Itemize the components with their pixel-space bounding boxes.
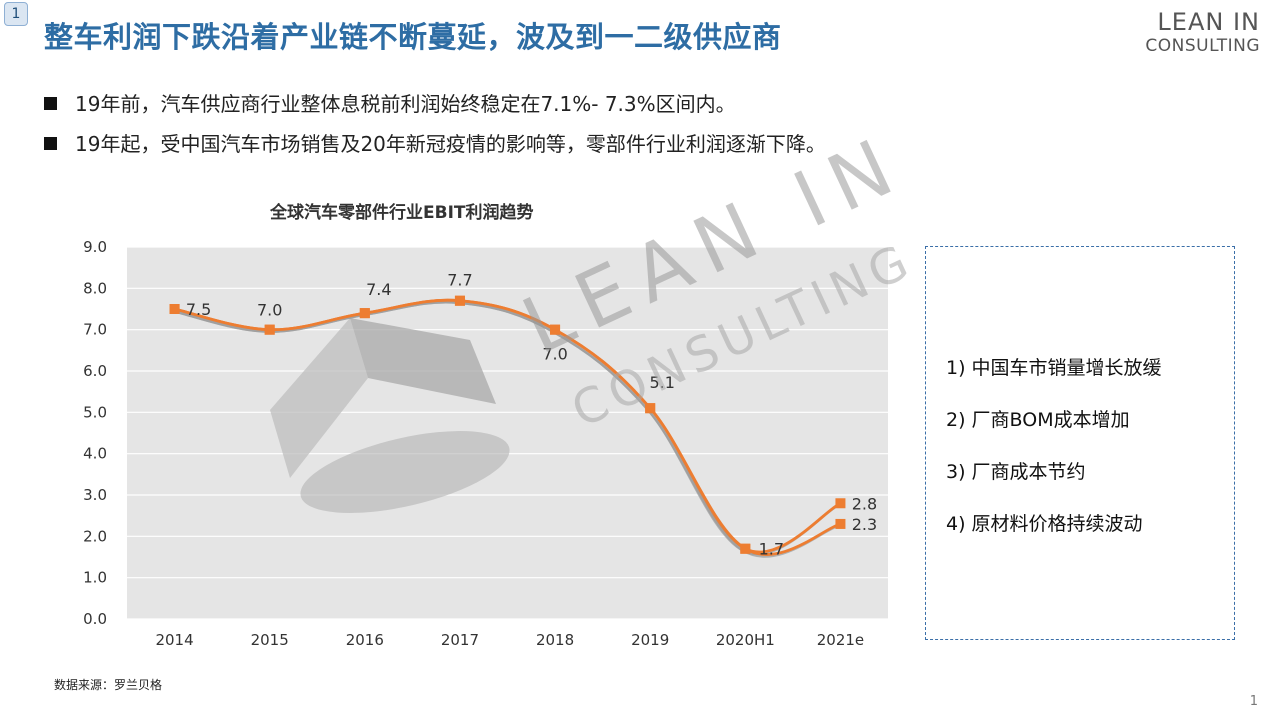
y-tick-label: 2.0 bbox=[83, 527, 107, 545]
factor-item: 2) 厂商BOM成本增加 bbox=[946, 409, 1130, 431]
data-label: 2.8 bbox=[852, 494, 877, 513]
x-tick-label: 2020H1 bbox=[716, 631, 775, 649]
y-tick-label: 1.0 bbox=[83, 569, 107, 587]
logo-line-1: LEAN IN bbox=[1157, 8, 1260, 36]
x-tick-label: 2019 bbox=[631, 631, 669, 649]
bullet-text: 19年起，受中国汽车市场销售及20年新冠疫情的影响等，零部件行业利润逐渐下降。 bbox=[75, 132, 826, 156]
logo-line-2: CONSULTING bbox=[1145, 36, 1260, 56]
page-number: 1 bbox=[1249, 694, 1258, 709]
factors-box: 1) 中国车市销量增长放缓 2) 厂商BOM成本增加 3) 厂商成本节约 4) … bbox=[925, 246, 1235, 640]
y-tick-label: 9.0 bbox=[83, 238, 107, 256]
data-label: 5.1 bbox=[649, 373, 674, 392]
data-point bbox=[645, 403, 656, 414]
y-tick-label: 5.0 bbox=[83, 403, 107, 421]
data-point bbox=[740, 543, 751, 554]
series-line bbox=[174, 298, 841, 556]
bullet-square-icon bbox=[44, 137, 57, 150]
data-point bbox=[264, 324, 275, 335]
series-line-shadow bbox=[172, 300, 839, 558]
y-tick-label: 7.0 bbox=[83, 321, 107, 339]
x-tick-label: 2017 bbox=[441, 631, 479, 649]
data-point bbox=[169, 304, 180, 314]
data-point bbox=[835, 498, 846, 509]
y-tick-label: 0.0 bbox=[83, 610, 107, 628]
y-tick-label: 3.0 bbox=[83, 486, 107, 504]
x-tick-label: 2016 bbox=[346, 631, 384, 649]
data-markers bbox=[169, 295, 846, 554]
bullet-item: 19年起，受中国汽车市场销售及20年新冠疫情的影响等，零部件行业利润逐渐下降。 bbox=[44, 128, 826, 168]
company-logo: LEAN IN CONSULTING bbox=[1145, 10, 1260, 55]
y-tick-label: 6.0 bbox=[83, 362, 107, 380]
data-label: 7.0 bbox=[257, 301, 282, 320]
page-title: 整车利润下跌沿着产业链不断蔓延，波及到一二级供应商 bbox=[44, 20, 782, 54]
x-tick-label: 2015 bbox=[251, 631, 289, 649]
chart-title: 全球汽车零部件行业EBIT利润趋势 bbox=[270, 203, 534, 223]
slide-number-badge: 1 bbox=[4, 2, 28, 26]
bullet-item: 19年前，汽车供应商行业整体息税前利润始终稳定在7.1%- 7.3%区间内。 bbox=[44, 88, 826, 128]
factor-item: 3) 厂商成本节约 bbox=[946, 461, 1086, 483]
data-point bbox=[454, 295, 465, 306]
data-label: 2.3 bbox=[852, 515, 877, 534]
data-labels: 7.5 7.0 7.4 7.7 7.0 5.1 1.7 2.8 2.3 bbox=[186, 271, 877, 559]
x-tick-label: 2018 bbox=[536, 631, 574, 649]
factor-item: 4) 原材料价格持续波动 bbox=[946, 513, 1143, 535]
data-point bbox=[835, 518, 846, 529]
x-tick-label: 2014 bbox=[155, 631, 193, 649]
y-tick-label: 8.0 bbox=[83, 279, 107, 297]
y-tick-label: 4.0 bbox=[83, 445, 107, 463]
x-tick-label: 2021e bbox=[817, 631, 864, 649]
data-point bbox=[550, 324, 561, 335]
data-label: 7.7 bbox=[447, 271, 472, 290]
data-label: 1.7 bbox=[759, 540, 784, 559]
data-source-note: 数据来源：罗兰贝格 bbox=[54, 678, 163, 692]
bullet-square-icon bbox=[44, 97, 57, 110]
bullet-text: 19年前，汽车供应商行业整体息税前利润始终稳定在7.1%- 7.3%区间内。 bbox=[75, 92, 736, 116]
data-label: 7.4 bbox=[366, 280, 391, 299]
data-point bbox=[359, 308, 370, 319]
data-label: 7.5 bbox=[186, 300, 211, 319]
watermark-logo bbox=[270, 318, 510, 513]
x-axis: 2014 2015 2016 2017 2018 2019 2020H1 2021e bbox=[155, 631, 864, 649]
bullet-list: 19年前，汽车供应商行业整体息税前利润始终稳定在7.1%- 7.3%区间内。 1… bbox=[44, 88, 826, 168]
factor-item: 1) 中国车市销量增长放缓 bbox=[946, 357, 1162, 379]
y-axis: 0.0 1.0 2.0 3.0 4.0 5.0 6.0 7.0 8.0 9.0 bbox=[83, 238, 107, 628]
data-label: 7.0 bbox=[542, 345, 567, 364]
